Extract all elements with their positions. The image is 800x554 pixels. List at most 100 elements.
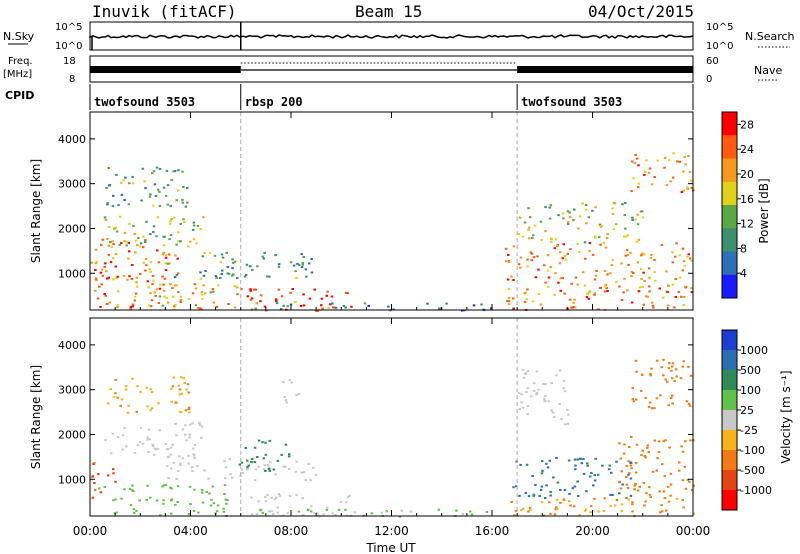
power-colorbar-swatch [722,251,737,276]
heatmap-cell [507,303,511,306]
heatmap-cell [188,411,191,414]
heatmap-cell [559,277,563,280]
heatmap-cell [519,256,523,259]
heatmap-cell [172,295,175,298]
heatmap-cell [187,462,190,465]
heatmap-cell [181,457,185,460]
heatmap-cell [142,235,145,238]
heatmap-cell [192,510,196,512]
heatmap-cell [152,204,155,207]
heatmap-cell [146,280,150,283]
heatmap-cell [162,283,165,286]
heatmap-cell [665,270,668,273]
heatmap-cell [546,269,550,272]
heatmap-cell [94,489,97,492]
heatmap-cell [647,451,650,454]
heatmap-cell [145,220,148,223]
heatmap-cell [592,484,595,487]
nsky-trace [89,22,694,50]
heatmap-cell [658,287,661,290]
heatmap-cell [200,425,204,428]
heatmap-cell [170,498,174,501]
heatmap-cell [155,448,158,451]
heatmap-cell [625,235,628,238]
heatmap-cell [169,205,172,207]
heatmap-cell [106,237,109,240]
heatmap-cell [149,261,152,264]
heatmap-cell [686,255,689,258]
heatmap-cell [647,285,651,288]
heatmap-cell [128,182,131,185]
heatmap-cell [157,261,161,264]
heatmap-cell [158,205,162,207]
heatmap-cell [141,442,145,445]
heatmap-cell [131,175,134,178]
velocity-colorbar-tick-label: -100 [740,444,765,457]
heatmap-cell [553,294,556,296]
heatmap-cell [646,444,650,447]
heatmap-cell [689,374,693,377]
heatmap-cell [647,267,651,270]
heatmap-cell [146,484,149,487]
heatmap-cell [131,305,135,308]
heatmap-cell [105,187,108,189]
heatmap-cell [667,404,670,407]
heatmap-cell [620,299,624,301]
heatmap-cell [201,255,205,258]
heatmap-cell [191,470,194,473]
heatmap-cell [176,257,179,260]
heatmap-cell [109,452,113,455]
heatmap-cell [630,190,633,193]
heatmap-cell [203,469,206,472]
heatmap-cell [528,216,532,219]
heatmap-cell [648,167,652,170]
heatmap-cell [301,497,304,500]
heatmap-cell [161,253,165,256]
heatmap-cell [517,232,520,235]
heatmap-cell [656,457,659,460]
heatmap-cell [181,198,184,201]
heatmap-cell [570,282,573,285]
heatmap-cell [588,242,592,245]
heatmap-cell [109,241,112,244]
heatmap-cell [527,510,530,513]
heatmap-cell [222,507,225,510]
heatmap-cell [533,224,537,227]
heatmap-cell [669,472,673,475]
heatmap-cell [670,365,674,368]
heatmap-cell [674,368,678,371]
heatmap-cell [611,494,614,496]
heatmap-cell [138,245,142,248]
heatmap-cell [250,461,253,463]
heatmap-cell [147,304,151,307]
heatmap-cell [188,485,192,488]
heatmap-cell [531,234,535,237]
heatmap-cell [133,233,136,235]
heatmap-cell [504,260,508,263]
heatmap-cell [286,512,290,515]
power-colorbar-tick-label: 16 [740,193,754,206]
heatmap-cell [184,424,187,427]
heatmap-cell [594,274,598,277]
heatmap-cell [300,471,303,474]
heatmap-cell [540,485,544,488]
heatmap-cell [576,242,579,245]
heatmap-cell [608,464,611,467]
heatmap-cell [262,457,265,460]
heatmap-cell [235,286,239,289]
heatmap-cell [692,512,695,515]
heatmap-cell [170,387,173,390]
heatmap-cell [148,268,151,271]
heatmap-cell [640,210,644,213]
heatmap-cell [663,475,666,478]
heatmap-cell [158,429,161,432]
heatmap-cell [583,241,587,244]
heatmap-cell [192,224,196,227]
heatmap-cell [562,243,565,246]
heatmap-cell [573,298,576,301]
heatmap-cell [149,409,152,412]
heatmap-cell [103,293,106,295]
heatmap-cell [611,259,614,262]
heatmap-cell [637,290,641,293]
velocity-colorbar-swatch [722,410,737,431]
